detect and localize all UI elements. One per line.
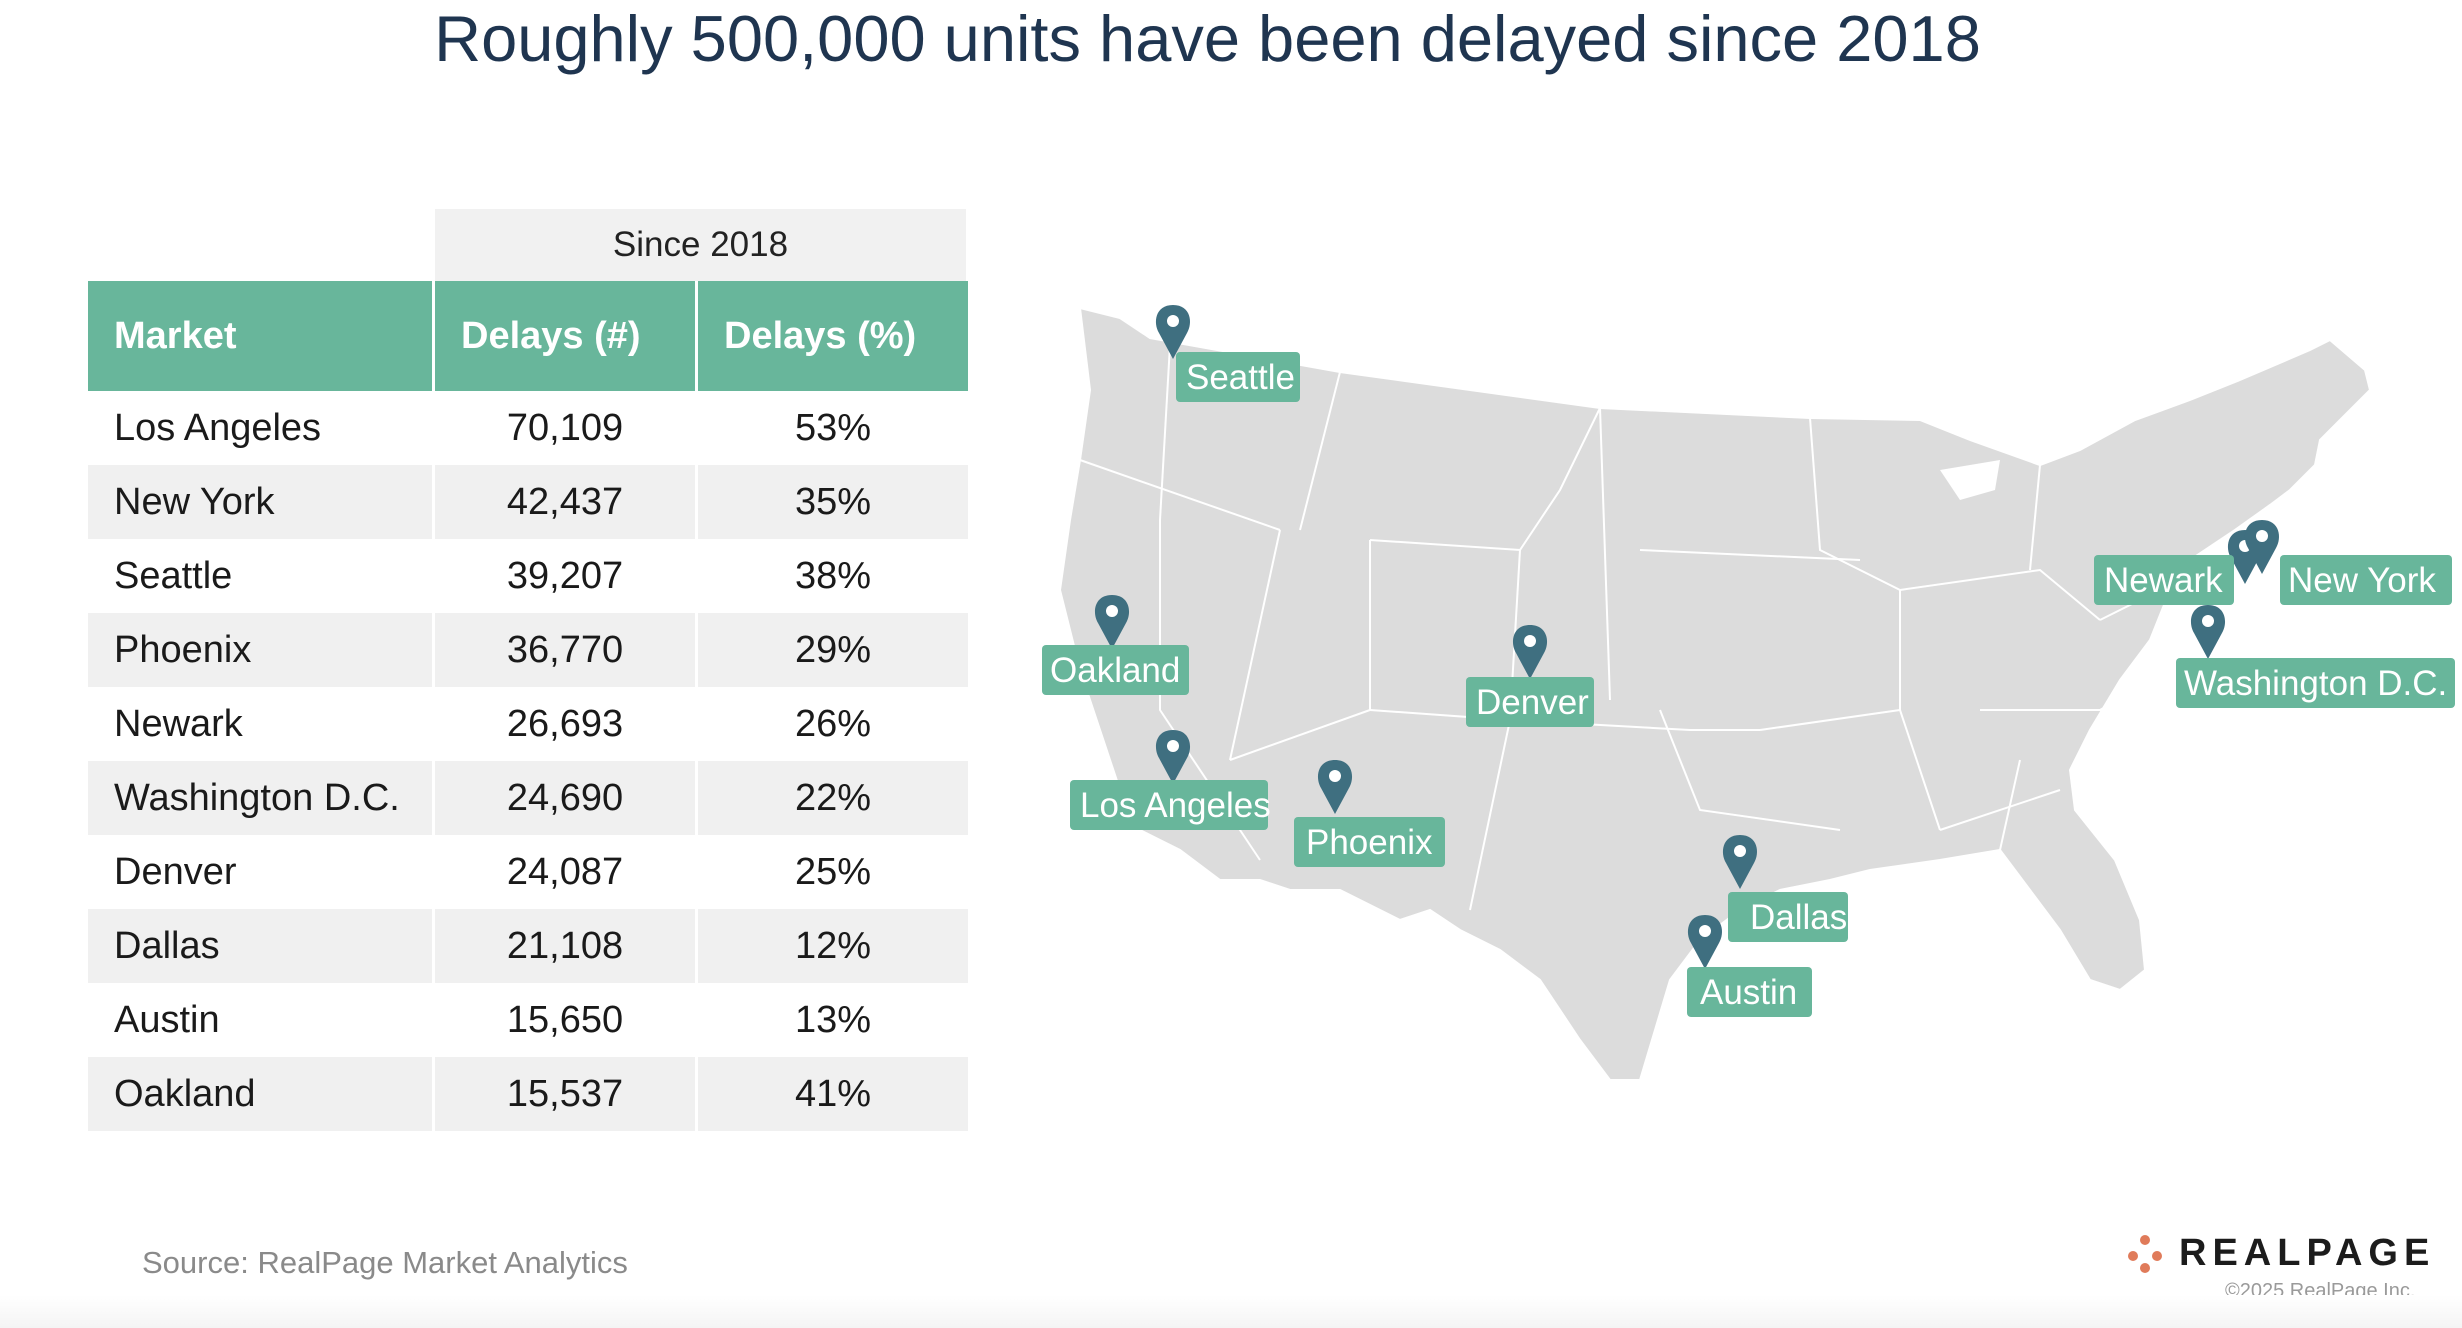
cell-market: New York xyxy=(88,465,432,539)
header-delays-num: Delays (#) xyxy=(435,281,695,391)
pin-austin[interactable] xyxy=(1687,915,1723,969)
cell-delays-num: 15,650 xyxy=(506,999,624,1041)
cell-delays-num: 24,087 xyxy=(506,851,624,893)
cell-market: Washington D.C. xyxy=(88,761,432,835)
label-phoenix: Phoenix xyxy=(1306,823,1433,862)
label-bg-phoenix xyxy=(1294,817,1445,867)
cell-delays-pct: 53% xyxy=(794,407,872,449)
table-row: Washington D.C. 24,690 22% xyxy=(88,761,968,835)
label-denver: Denver xyxy=(1476,683,1589,722)
slide-title: Roughly 500,000 units have been delayed … xyxy=(434,2,1981,75)
label-bg-new-york xyxy=(2280,555,2452,605)
cell-delays-pct: 29% xyxy=(698,613,968,687)
table-row: Phoenix 36,770 29% xyxy=(88,613,968,687)
label-bg-seattle xyxy=(1176,352,1300,402)
label-bg-washington xyxy=(2176,658,2455,708)
cell-delays-pct: 35% xyxy=(698,465,968,539)
table-row: Denver 24,087 25% xyxy=(88,835,968,909)
cell-market: Dallas xyxy=(88,909,432,983)
table-row: Newark 26,693 26% xyxy=(88,687,968,761)
cell-market: Austin xyxy=(114,999,220,1041)
delays-table: Since 2018 Market Delays (#) Delays (%) … xyxy=(88,209,968,1131)
cell-delays-num: 36,770 xyxy=(435,613,695,687)
us-map: Seattle Oakland Los Angeles Phoenix Denv… xyxy=(1042,305,2455,1081)
great-lakes xyxy=(1940,460,2000,500)
label-new-york: New York xyxy=(2288,561,2436,600)
realpage-logo: REALPAGE xyxy=(2125,1232,2435,1275)
cell-delays-num: 21,108 xyxy=(435,909,695,983)
group-header: Since 2018 xyxy=(435,209,966,281)
source-note: Source: RealPage Market Analytics xyxy=(142,1245,628,1280)
label-los-angeles: Los Angeles xyxy=(1080,786,1271,825)
cell-market: Phoenix xyxy=(88,613,432,687)
label-bg-dallas xyxy=(1728,892,1848,942)
cell-delays-num: 39,207 xyxy=(506,555,624,597)
cell-delays-pct: 25% xyxy=(794,851,872,893)
cell-delays-pct: 12% xyxy=(698,909,968,983)
label-bg-los-angeles xyxy=(1070,780,1268,830)
table-row: Los Angeles 70,109 53% xyxy=(88,391,968,465)
logo-wordmark: REALPAGE xyxy=(2179,1232,2436,1274)
cell-delays-pct: 41% xyxy=(698,1057,968,1131)
label-oakland: Oakland xyxy=(1050,651,1180,690)
label-austin: Austin xyxy=(1700,973,1797,1012)
us-outline xyxy=(1058,306,2372,1081)
footer-band xyxy=(0,1295,2462,1328)
cell-delays-num: 42,437 xyxy=(435,465,695,539)
cell-delays-num: 70,109 xyxy=(506,407,624,449)
cell-market: Seattle xyxy=(114,555,233,597)
label-bg-austin xyxy=(1687,967,1812,1017)
table-header-row: Market Delays (#) Delays (%) xyxy=(88,281,968,391)
cell-market: Oakland xyxy=(88,1057,432,1131)
cell-delays-num: 15,537 xyxy=(435,1057,695,1131)
cell-delays-num: 26,693 xyxy=(506,703,624,745)
table-row: Austin 15,650 13% xyxy=(88,983,968,1057)
cell-delays-pct: 26% xyxy=(794,703,872,745)
cell-delays-pct: 22% xyxy=(698,761,968,835)
table-row: Dallas 21,108 12% xyxy=(88,909,968,983)
label-dallas: Dallas xyxy=(1750,898,1847,937)
cell-delays-pct: 13% xyxy=(794,999,872,1041)
label-bg-newark xyxy=(2094,555,2234,605)
table-row: Oakland 15,537 41% xyxy=(88,1057,968,1131)
header-market: Market xyxy=(88,281,432,391)
label-bg-oakland xyxy=(1042,645,1189,695)
pin-washington[interactable] xyxy=(2190,605,2226,659)
cell-market: Los Angeles xyxy=(114,407,322,449)
cell-market: Newark xyxy=(114,703,243,745)
state-lines xyxy=(1079,344,2221,911)
label-washington: Washington D.C. xyxy=(2184,664,2447,703)
logo-dots-icon xyxy=(2128,1234,2162,1273)
cell-delays-num: 24,690 xyxy=(435,761,695,835)
cell-delays-pct: 38% xyxy=(794,555,872,597)
cell-market: Denver xyxy=(114,851,237,893)
table-body: Los Angeles 70,109 53% New York 42,437 35% S… xyxy=(88,391,968,1131)
label-seattle: Seattle xyxy=(1186,358,1295,397)
table-row: New York 42,437 35% xyxy=(88,465,968,539)
label-newark: Newark xyxy=(2104,561,2223,600)
label-bg-denver xyxy=(1466,677,1594,727)
table-row: Seattle 39,207 38% xyxy=(88,539,968,613)
header-delays-pct: Delays (%) xyxy=(698,281,968,391)
